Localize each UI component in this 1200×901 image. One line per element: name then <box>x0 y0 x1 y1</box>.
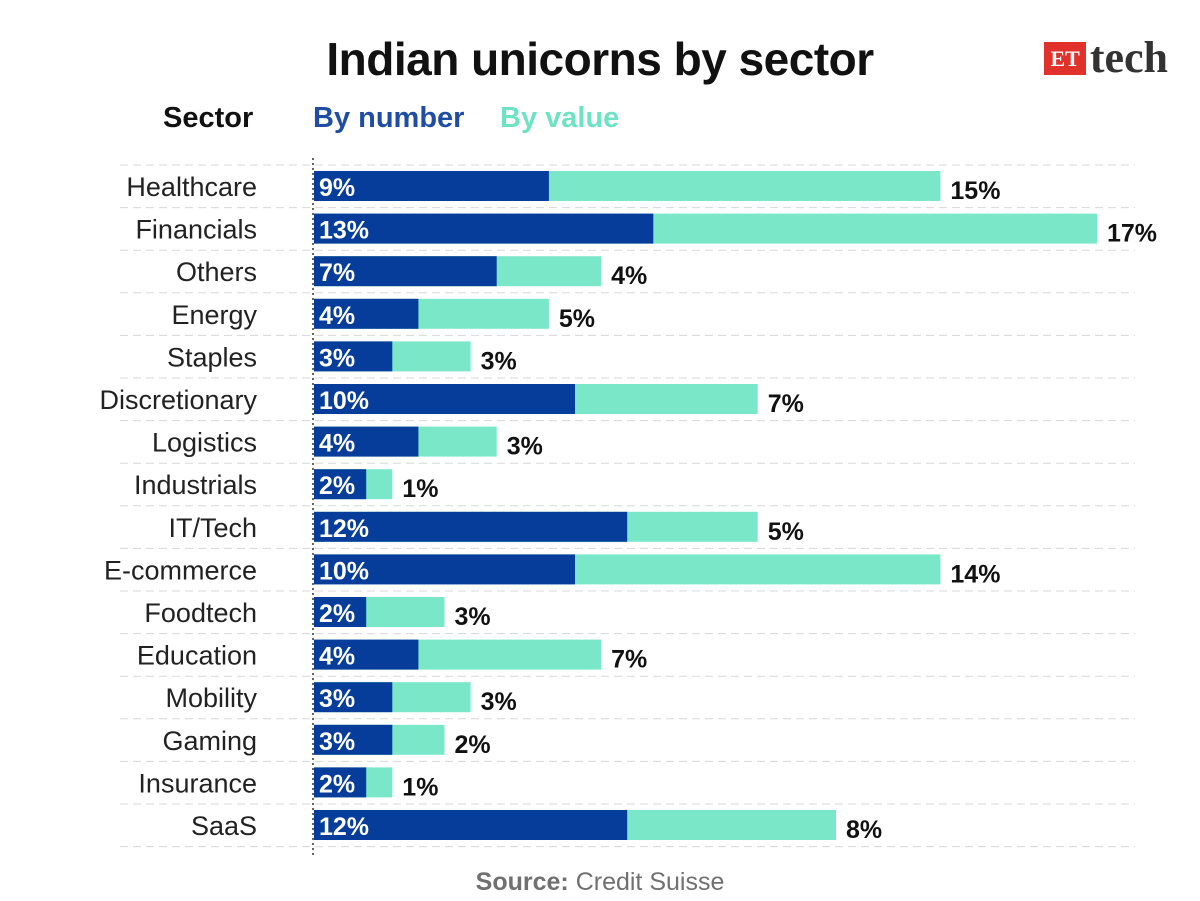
bar-by-number <box>314 298 419 329</box>
by-value-data-label: 5% <box>768 518 804 546</box>
category-label: Mobility <box>165 683 257 713</box>
logo-et-badge: ET <box>1044 41 1086 75</box>
legend-by-number: By number <box>313 102 465 134</box>
source-label: Source: <box>475 868 569 896</box>
bar-by-number <box>314 554 575 585</box>
category-label: Education <box>137 641 257 671</box>
by-value-data-label: 7% <box>611 646 647 674</box>
bar-by-number <box>314 426 419 457</box>
by-number-data-label: 3% <box>319 344 355 372</box>
category-label: Energy <box>171 300 257 330</box>
by-number-data-label: 7% <box>319 259 355 287</box>
bar-by-number <box>314 256 497 287</box>
by-number-data-label: 2% <box>319 472 355 500</box>
by-number-data-label: 9% <box>319 174 355 202</box>
by-value-data-label: 1% <box>402 773 438 801</box>
category-label: Discretionary <box>99 385 257 415</box>
by-value-data-label: 2% <box>455 731 491 759</box>
by-number-data-label: 10% <box>319 387 369 415</box>
bar-by-number <box>314 341 393 372</box>
by-value-data-label: 7% <box>768 390 804 418</box>
by-number-data-label: 4% <box>319 643 355 671</box>
category-label: Logistics <box>152 428 257 458</box>
by-value-data-label: 15% <box>950 177 1000 205</box>
by-number-data-label: 4% <box>319 302 355 330</box>
bar-by-number <box>314 511 628 542</box>
category-label: E-commerce <box>104 555 257 585</box>
sector-header: Sector <box>163 102 254 134</box>
category-label: Staples <box>167 342 257 372</box>
by-number-data-label: 12% <box>319 813 369 841</box>
legend-by-value: By value <box>500 102 620 134</box>
category-label: Foodtech <box>144 598 257 628</box>
by-number-data-label: 3% <box>319 728 355 756</box>
by-number-data-label: 2% <box>319 770 355 798</box>
by-value-data-label: 3% <box>481 688 517 716</box>
et-tech-logo: ET tech <box>1044 36 1168 80</box>
logo-tech-wordmark: tech <box>1089 33 1168 82</box>
by-value-data-label: 14% <box>950 560 1000 588</box>
by-value-data-label: 3% <box>507 433 543 461</box>
by-number-data-label: 10% <box>319 557 369 585</box>
bar-by-number <box>314 682 393 713</box>
category-label: Financials <box>135 215 257 245</box>
chart-title: Indian unicorns by sector <box>326 33 874 85</box>
source-text: Credit Suisse <box>575 868 725 896</box>
bar-by-number <box>314 639 419 670</box>
category-label: Others <box>176 257 257 287</box>
by-number-data-label: 13% <box>319 217 369 245</box>
bar-by-number <box>314 767 367 798</box>
category-label: SaaS <box>191 811 257 841</box>
bar-by-number <box>314 213 654 244</box>
category-label: Gaming <box>162 726 257 756</box>
source-note: Source: Credit Suisse <box>0 868 1200 897</box>
by-value-data-label: 17% <box>1107 220 1157 248</box>
bar-by-number <box>314 597 367 627</box>
category-label: Healthcare <box>126 172 257 202</box>
by-value-data-label: 3% <box>455 603 491 631</box>
by-number-data-label: 12% <box>319 515 369 543</box>
category-label: Insurance <box>138 768 257 798</box>
bar-by-number <box>314 171 549 201</box>
by-value-data-label: 3% <box>481 347 517 375</box>
bar-by-number <box>314 469 367 500</box>
by-number-data-label: 2% <box>319 600 355 628</box>
by-value-data-label: 1% <box>402 475 438 503</box>
category-label: Industrials <box>134 470 257 500</box>
by-number-data-label: 3% <box>319 685 355 713</box>
category-label: IT/Tech <box>168 513 257 543</box>
bar-by-number <box>314 384 575 414</box>
bar-by-number <box>314 724 393 755</box>
by-number-data-label: 4% <box>319 430 355 458</box>
by-value-data-label: 8% <box>846 816 882 844</box>
by-value-data-label: 5% <box>559 305 595 333</box>
bar-by-number <box>314 810 628 840</box>
by-value-data-label: 4% <box>611 262 647 290</box>
